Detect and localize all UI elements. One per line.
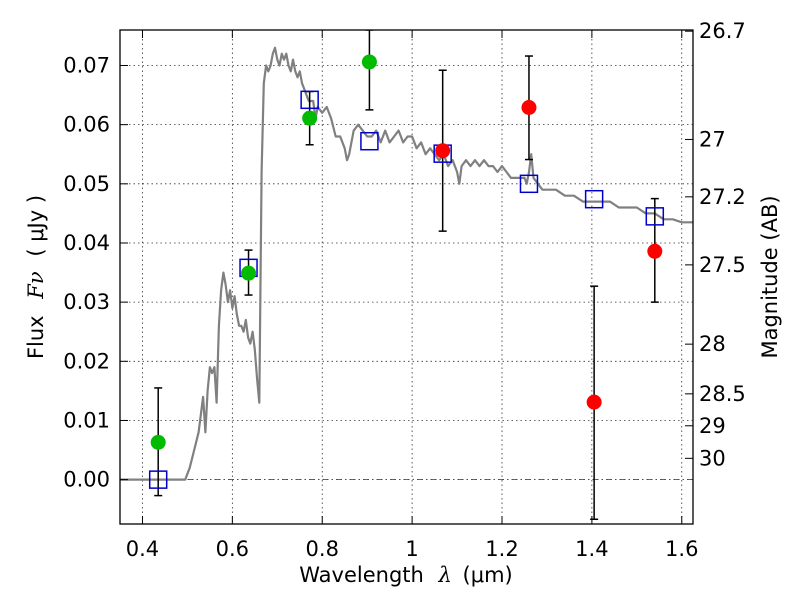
y2-tick-label: 29 (699, 414, 726, 438)
model-photometry-square (584, 189, 604, 209)
x-tick-label: 1 (405, 537, 418, 561)
sed-model-line (120, 46, 693, 481)
y-tick-label: 0.04 (63, 231, 110, 255)
x-tick-label: 1.4 (575, 537, 608, 561)
y-tick-label: 0.01 (63, 408, 110, 432)
y2-tick-label: 30 (699, 446, 726, 470)
y-tick-label: 0.02 (63, 349, 110, 373)
y2-axis-label: Magnitude (AB) (758, 195, 782, 358)
x-axis-label: Wavelength λ (μm) (299, 563, 512, 587)
y2-tick-label: 27 (699, 127, 726, 151)
grid (120, 30, 693, 524)
optical-flux-point (302, 110, 318, 126)
y-tick-label: 0.00 (63, 468, 110, 492)
y-tick-label: 0.05 (63, 172, 110, 196)
ir-flux-point (647, 243, 663, 259)
y-axis-label-unit: ( μJy ) (24, 195, 48, 257)
x-tick-label: 0.6 (216, 537, 249, 561)
model-photometry-square (645, 207, 665, 226)
x-axis-label-symbol: λ (438, 563, 452, 587)
model-photometry-square (360, 131, 379, 151)
y-axis-label-text: Flux (24, 315, 48, 359)
y-tick-label: 0.06 (63, 113, 110, 137)
x-tick-label: 0.8 (306, 537, 339, 561)
y-axis-label-symbol: Fν (24, 271, 48, 300)
model-photometry-square (300, 90, 319, 110)
x-tick-label: 1.2 (485, 537, 518, 561)
x-tick-label: 1.6 (665, 537, 698, 561)
y-tick-label: 0.07 (63, 53, 110, 77)
ir-flux-point (586, 394, 602, 410)
y2-tick-label: 28 (699, 332, 726, 356)
ir-flux-point (521, 100, 537, 116)
y2-tick-label: 28.5 (699, 382, 746, 406)
optical-flux-point (150, 434, 166, 450)
x-axis-label-unit: (μm) (463, 563, 513, 587)
y2-tick-label: 27.2 (699, 185, 746, 209)
y2-tick-label: 27.5 (699, 253, 746, 277)
axis-ticks: 0.4 0.6 0.8 1 1.2 1.4 1.6 0.00 0.01 0.02 0.03 0.04 0… (63, 19, 746, 561)
y2-tick-label: 26.7 (699, 19, 746, 43)
y-axis-label: Flux Fν ( μJy ) (24, 195, 48, 359)
model-photometry-square (148, 470, 168, 489)
optical-flux-point (241, 265, 257, 281)
x-tick-label: 0.4 (126, 537, 159, 561)
plot-frame (119, 29, 694, 525)
y-tick-label: 0.03 (63, 290, 110, 314)
plot-area (120, 30, 693, 521)
ir-flux-point (435, 143, 451, 159)
optical-flux-point (361, 54, 377, 70)
x-axis-label-text: Wavelength (299, 563, 424, 587)
model-photometry-square (519, 174, 539, 194)
